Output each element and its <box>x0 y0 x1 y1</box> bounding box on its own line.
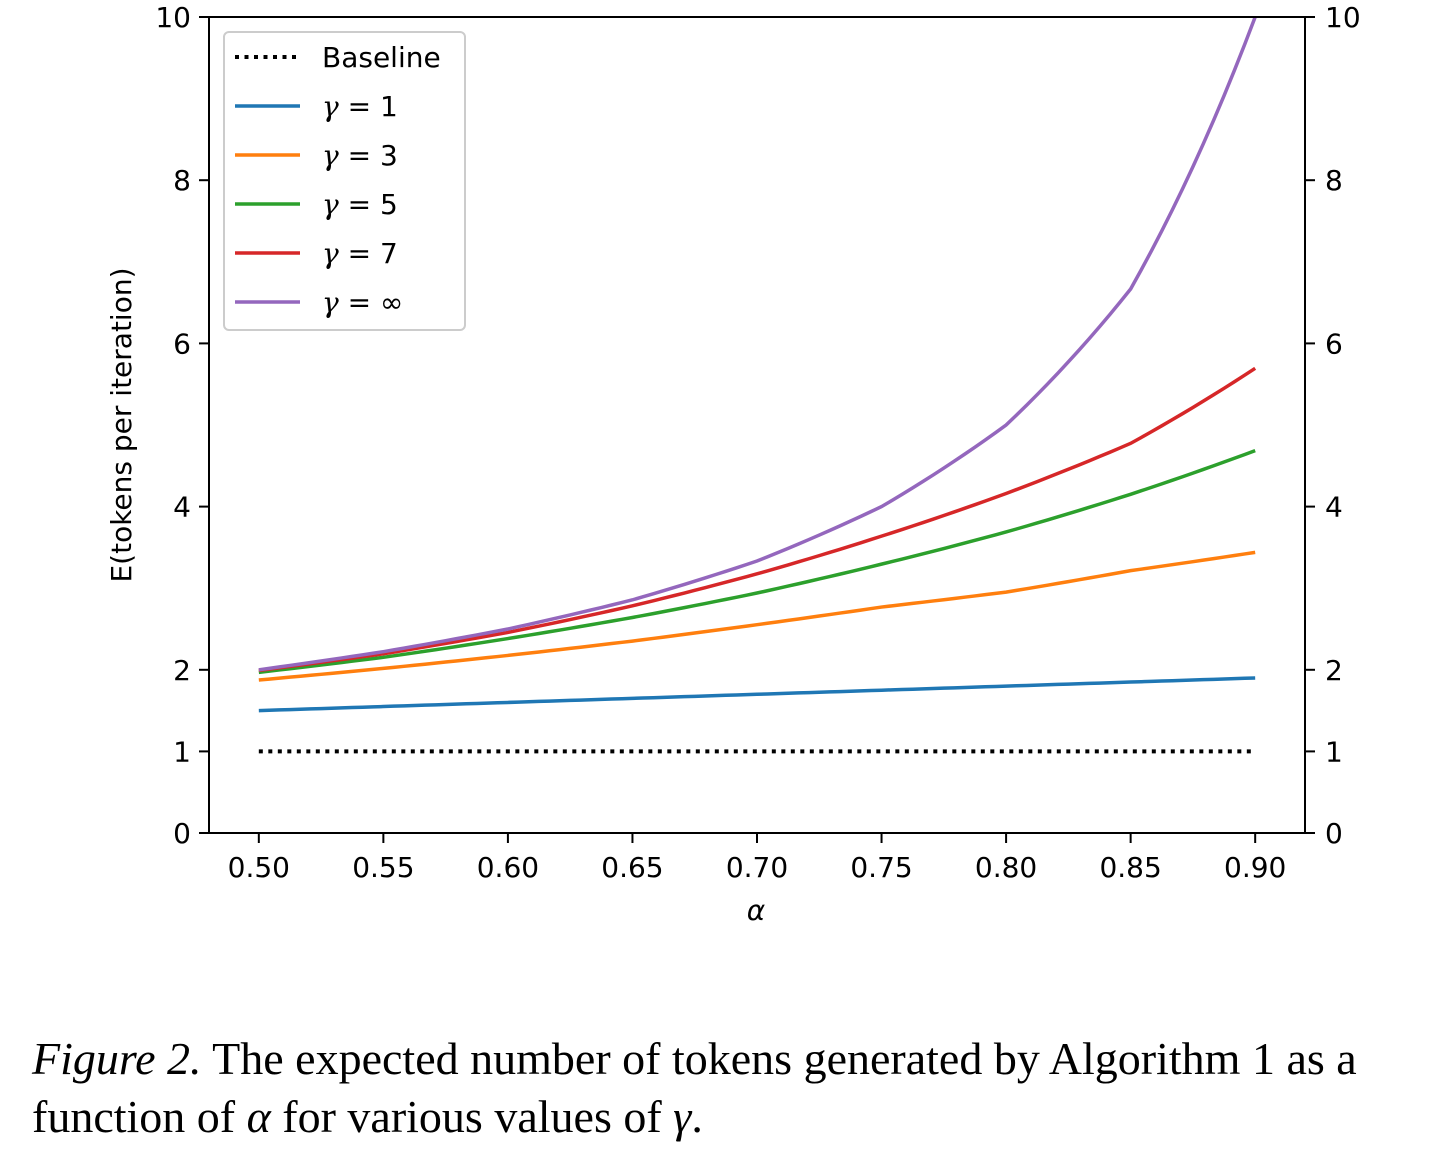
x-tick-label-8: 0.90 <box>1224 851 1286 884</box>
y-tick-label-left-4: 6 <box>173 327 191 360</box>
y-tick-label-left-0: 0 <box>173 817 191 850</box>
caption-label: Figure 2. <box>32 1033 202 1084</box>
legend-label-1: γ = 1 <box>322 90 398 123</box>
caption-gamma: γ <box>673 1091 692 1142</box>
x-axis-label: α <box>747 894 766 927</box>
x-tick-label-7: 0.85 <box>1099 851 1161 884</box>
legend-symbol-2: γ <box>322 139 339 172</box>
y-tick-label-left-2: 2 <box>173 654 191 687</box>
y-tick-label-right-2: 2 <box>1325 654 1343 687</box>
axes-layer: 0.50 0.55 0.60 0.65 0.70 0.75 0.80 0.85 0.90 0 0 1 1… <box>105 1 1361 927</box>
y-axis-label: E(tokens per iteration) <box>105 267 138 582</box>
series-line-3 <box>258 448 1256 675</box>
x-tick-label-1: 0.55 <box>352 851 414 884</box>
x-tick-label-3: 0.65 <box>601 851 663 884</box>
y-tick-label-right-3: 4 <box>1325 491 1343 524</box>
series-line-2 <box>258 550 1256 682</box>
caption-text-1: The expected number of tokens generated … <box>32 1033 1357 1142</box>
caption-alpha: α <box>246 1091 271 1142</box>
x-tick-label-4: 0.70 <box>726 851 788 884</box>
figure-caption: Figure 2. The expected number of tokens … <box>32 1030 1452 1146</box>
y-tick-label-right-6: 10 <box>1325 1 1361 34</box>
series-line-1 <box>258 676 1256 713</box>
legend-symbol-3: γ <box>322 188 339 221</box>
x-tick-label-5: 0.75 <box>850 851 912 884</box>
legend-symbol-1: γ <box>322 90 339 123</box>
series-line-5 <box>258 16 1257 672</box>
legend-value-4: = 7 <box>339 237 398 270</box>
series-line-4 <box>258 366 1257 673</box>
x-tick-label-0: 0.50 <box>228 851 290 884</box>
series-layer <box>258 16 1257 754</box>
y-tick-label-left-3: 4 <box>173 491 191 524</box>
y-tick-label-right-1: 1 <box>1325 735 1343 768</box>
caption-text-2: for various values of <box>270 1091 674 1142</box>
y-tick-label-right-0: 0 <box>1325 817 1343 850</box>
legend-symbol-4: γ <box>322 237 339 270</box>
legend-label-5: γ = ∞ <box>322 286 403 319</box>
chart: 0.50 0.55 0.60 0.65 0.70 0.75 0.80 0.85 0.90 0 0 1 1… <box>105 1 1361 927</box>
y-tick-label-left-5: 8 <box>173 164 191 197</box>
legend-value-5: = ∞ <box>339 286 404 319</box>
y-tick-label-right-5: 8 <box>1325 164 1343 197</box>
legend-symbol-5: γ <box>322 286 339 319</box>
x-tick-label-2: 0.60 <box>477 851 539 884</box>
legend-value-1: = 1 <box>339 90 398 123</box>
legend-value-3: = 5 <box>339 188 398 221</box>
legend-value-2: = 3 <box>339 139 398 172</box>
legend-label-0: Baseline <box>322 41 441 74</box>
y-tick-label-right-4: 6 <box>1325 327 1343 360</box>
legend-label-2: γ = 3 <box>322 139 398 172</box>
legend-label-4: γ = 7 <box>322 237 398 270</box>
legend-label-3: γ = 5 <box>322 188 398 221</box>
caption-text-3: . <box>691 1091 703 1142</box>
x-tick-label-6: 0.80 <box>975 851 1037 884</box>
y-tick-label-left-6: 10 <box>155 1 191 34</box>
y-tick-label-left-1: 1 <box>173 735 191 768</box>
